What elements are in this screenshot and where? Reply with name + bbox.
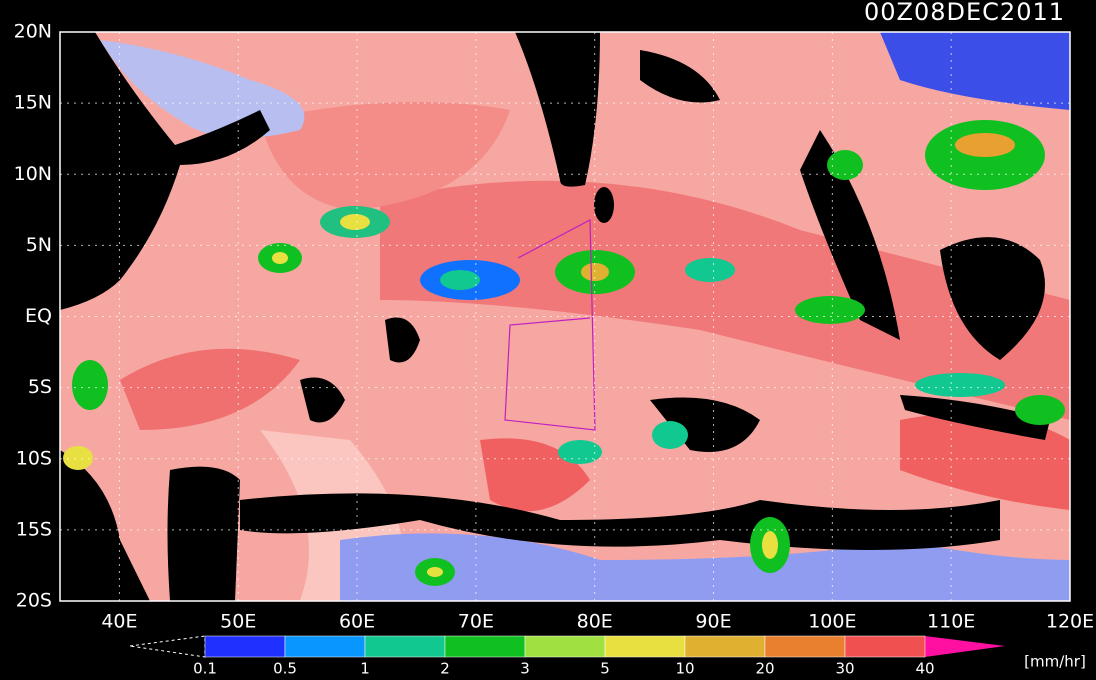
no-rain-band	[240, 493, 1000, 550]
colorbar-unit: [mm/hr]	[1024, 653, 1086, 671]
colorbar-label: 0.5	[273, 660, 297, 678]
lon-label: 90E	[695, 611, 731, 633]
colorbar-segment	[364, 635, 446, 658]
rain-zone	[260, 102, 510, 210]
lon-label: 120E	[1046, 611, 1094, 633]
colorbar-segment	[524, 635, 606, 658]
land	[167, 466, 240, 601]
lat-label: 10S	[16, 447, 52, 469]
lon-label: 50E	[220, 611, 256, 633]
no-rain	[640, 50, 720, 103]
low-rain	[880, 32, 1070, 110]
land	[900, 395, 1050, 440]
lat-label: EQ	[25, 305, 52, 327]
lat-label: 10N	[14, 163, 52, 185]
lat-label: 15N	[14, 92, 52, 114]
rain-zone	[380, 180, 1070, 420]
lon-label: 110E	[927, 611, 975, 633]
convection	[63, 120, 1065, 586]
region-outline	[504, 219, 596, 431]
map	[59, 31, 1071, 602]
land	[800, 130, 900, 340]
grid	[60, 32, 1070, 601]
colorbar-label: 20	[755, 660, 774, 678]
lon-label: 40E	[101, 611, 137, 633]
rain-zone	[120, 348, 300, 430]
lon-label: 80E	[577, 611, 613, 633]
colorbar-label: 5	[600, 660, 610, 678]
colorbar-segment	[844, 635, 926, 658]
island	[385, 317, 420, 363]
lat-label: 5S	[28, 376, 52, 398]
land	[60, 32, 270, 310]
lon-label: 100E	[808, 611, 856, 633]
colorbar-label: 30	[835, 660, 854, 678]
lon-label: 60E	[339, 611, 375, 633]
title: 00Z08DEC2011	[864, 0, 1065, 26]
land	[515, 32, 600, 187]
colorbar-high-arrow	[925, 636, 1005, 657]
colorbar-segment	[204, 635, 286, 658]
rain-zone	[900, 413, 1070, 510]
colorbar: [mm/hr] 0.1 0.5 1 2 3 5 10 20 30 40	[129, 635, 1086, 678]
colorbar-label: 40	[915, 660, 934, 678]
island	[300, 377, 345, 423]
lat-label: 15S	[16, 518, 52, 540]
land	[940, 237, 1045, 360]
colorbar-segment	[764, 635, 846, 658]
colorbar-segment	[604, 635, 686, 658]
lat-label: 5N	[26, 234, 52, 256]
map-frame	[59, 31, 1071, 602]
lat-label: 20N	[14, 21, 52, 43]
lat-label: 20S	[16, 590, 52, 612]
colorbar-label: 0.1	[193, 660, 217, 678]
colorbar-label: 10	[675, 660, 694, 678]
lon-label: 70E	[458, 611, 494, 633]
colorbar-segment	[284, 635, 366, 658]
low-rain	[340, 533, 1070, 601]
colorbar-label: 2	[440, 660, 450, 678]
colorbar-label: 3	[520, 660, 530, 678]
colorbar-segment	[684, 635, 766, 658]
land	[60, 450, 150, 601]
colorbar-label: 1	[360, 660, 370, 678]
colorbar-segment	[444, 635, 526, 658]
land	[594, 187, 614, 223]
no-rain	[650, 397, 760, 452]
